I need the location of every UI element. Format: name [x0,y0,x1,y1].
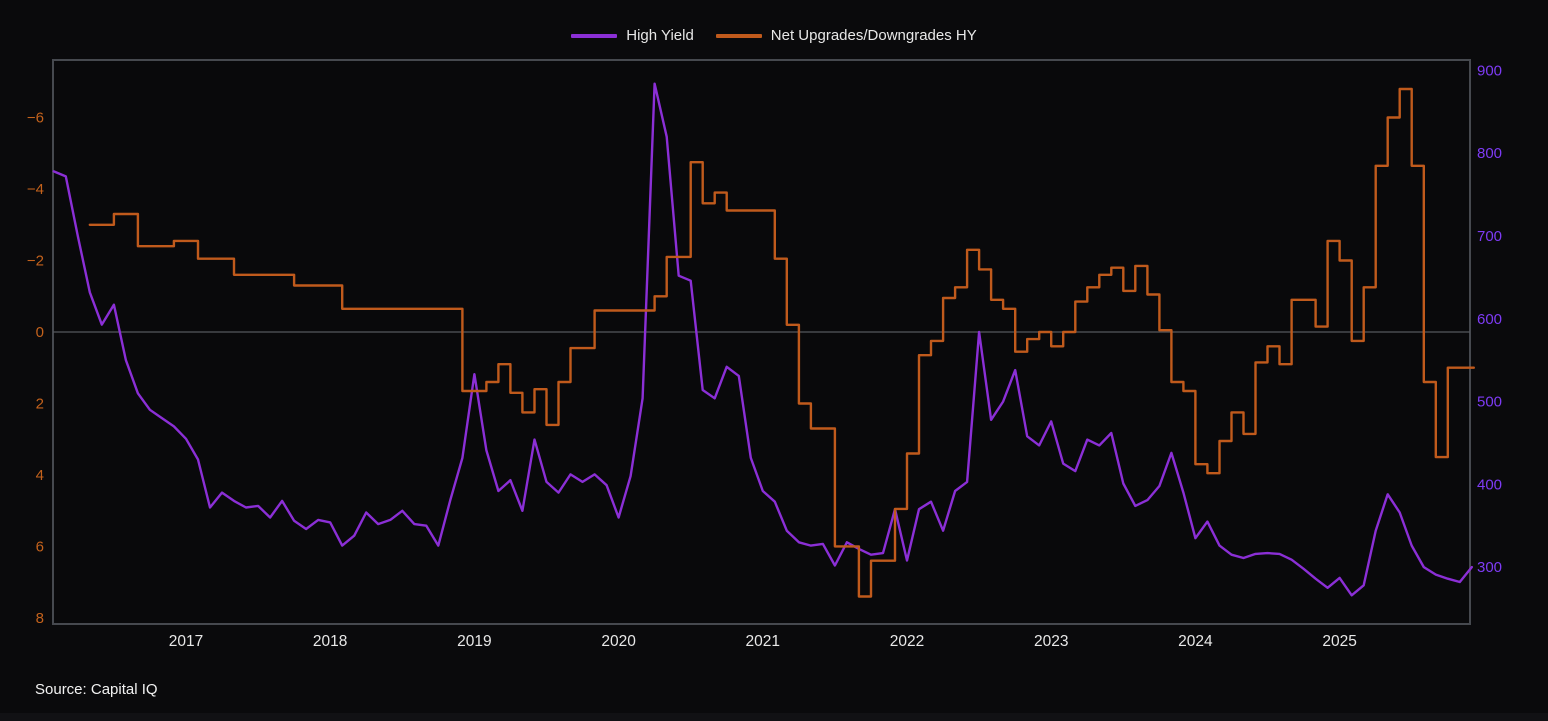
source-note: Source: Capital IQ [35,681,158,698]
right-axis-tick-label: 400 [1477,476,1502,493]
right-axis-tick-label: 800 [1477,145,1502,162]
chart-legend: High Yield Net Upgrades/Downgrades HY [0,28,1548,44]
left-axis-tick-label: 4 [36,467,44,484]
legend-label-net-upgrades-downgrades: Net Upgrades/Downgrades HY [770,27,977,44]
right-axis-tick-label: 700 [1477,228,1502,245]
legend-swatch-net-upgrades-downgrades [715,34,762,38]
left-axis-tick-label: 2 [36,395,44,412]
left-axis-tick-label: −6 [27,110,44,127]
right-axis-tick-label: 500 [1477,394,1502,411]
right-axis-tick-label: 900 [1477,62,1502,79]
right-axis-tick-label: 600 [1477,311,1502,328]
plot-area [52,59,1471,625]
x-axis-tick-label: 2022 [890,633,924,650]
bottom-strip [0,713,1548,721]
series-line-high-yield [52,82,1473,597]
legend-item-net-upgrades-downgrades[interactable]: Net Upgrades/Downgrades HY [715,27,977,44]
x-axis-tick-label: 2018 [313,633,347,650]
right-axis-tick-label: 300 [1477,559,1502,576]
x-axis-tick-label: 2019 [457,633,491,650]
left-axis-tick-label: −2 [27,253,44,270]
legend-swatch-high-yield [571,34,618,38]
legend-label-high-yield: High Yield [626,27,694,44]
legend-item-high-yield[interactable]: High Yield [571,28,694,44]
x-axis-tick-label: 2021 [746,633,780,650]
x-axis-tick-label: 2024 [1178,633,1213,650]
left-axis-tick-label: 0 [36,324,44,341]
x-axis-tick-label: 2020 [601,633,636,650]
x-axis-tick-label: 2025 [1322,633,1356,650]
left-axis-tick-label: −4 [27,181,44,198]
series-line-net-upgrades-downgrades-hy [88,87,1475,598]
x-axis-tick-label: 2023 [1034,633,1068,650]
x-axis-tick-label: 2017 [169,633,203,650]
left-axis-tick-label: 8 [36,610,44,627]
left-axis-tick-label: 6 [36,538,44,555]
